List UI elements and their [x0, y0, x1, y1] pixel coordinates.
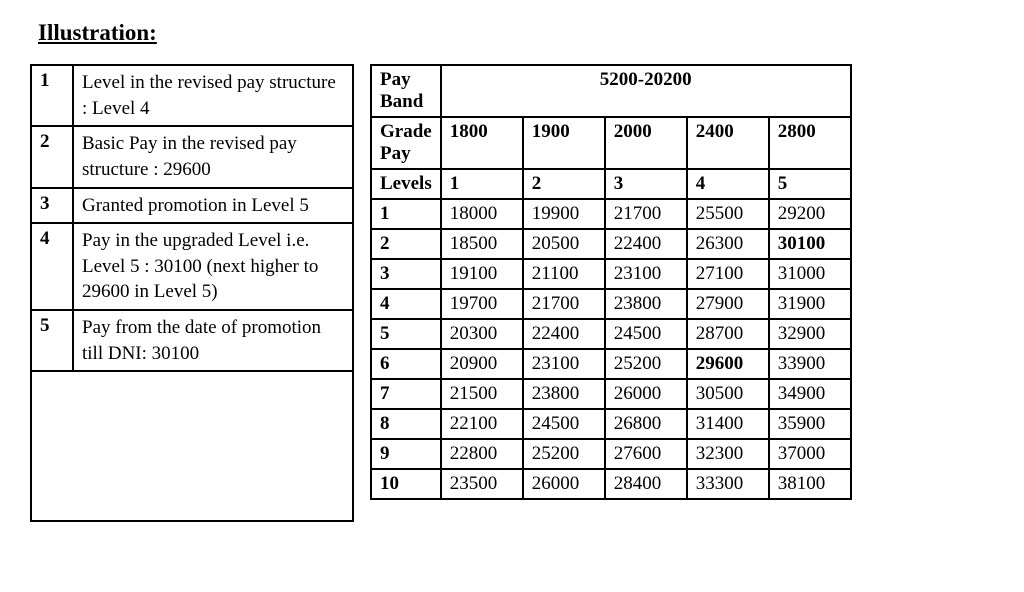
- level-column-header: 5: [769, 169, 851, 199]
- pay-cell: 21100: [523, 259, 605, 289]
- pay-cell: 25500: [687, 199, 769, 229]
- pay-cell: 31400: [687, 409, 769, 439]
- pay-band-value: 5200-20200: [441, 65, 851, 117]
- level-column-header: 1: [441, 169, 523, 199]
- step-number: 3: [31, 188, 73, 224]
- pay-cell: 26300: [687, 229, 769, 259]
- pay-cell: 21700: [605, 199, 687, 229]
- level-column-header: 4: [687, 169, 769, 199]
- pay-cell: 25200: [523, 439, 605, 469]
- pay-cell: 27900: [687, 289, 769, 319]
- pay-cell: 32900: [769, 319, 851, 349]
- row-index: 6: [371, 349, 441, 379]
- pay-cell: 31900: [769, 289, 851, 319]
- step-description: Pay in the upgraded Level i.e.Level 5 : …: [73, 223, 353, 310]
- pay-matrix-table: Pay Band 5200-20200 Grade Pay 1800190020…: [370, 64, 852, 500]
- row-index: 1: [371, 199, 441, 229]
- step-number: 4: [31, 223, 73, 310]
- grade-pay-value: 2000: [605, 117, 687, 169]
- pay-cell: 24500: [605, 319, 687, 349]
- step-description: Pay from the date of promotion till DNI:…: [73, 310, 353, 371]
- pay-cell: 29600: [687, 349, 769, 379]
- step-description: Granted promotion in Level 5: [73, 188, 353, 224]
- row-index: 7: [371, 379, 441, 409]
- pay-cell: 35900: [769, 409, 851, 439]
- pay-cell: 22100: [441, 409, 523, 439]
- pay-cell: 24500: [523, 409, 605, 439]
- pay-cell: 20900: [441, 349, 523, 379]
- pay-cell: 20300: [441, 319, 523, 349]
- pay-cell: 37000: [769, 439, 851, 469]
- pay-cell: 25200: [605, 349, 687, 379]
- pay-cell: 23100: [523, 349, 605, 379]
- pay-band-label: Pay Band: [371, 65, 441, 117]
- pay-cell: 27100: [687, 259, 769, 289]
- row-index: 4: [371, 289, 441, 319]
- pay-cell: 23800: [605, 289, 687, 319]
- empty-cell: [31, 371, 353, 521]
- illustration-steps-table: 1Level in the revised pay structure : Le…: [30, 64, 354, 522]
- pay-cell: 31000: [769, 259, 851, 289]
- step-number: 2: [31, 126, 73, 187]
- grade-pay-value: 1800: [441, 117, 523, 169]
- tables-container: 1Level in the revised pay structure : Le…: [30, 64, 994, 522]
- row-index: 5: [371, 319, 441, 349]
- grade-pay-value: 2800: [769, 117, 851, 169]
- level-column-header: 3: [605, 169, 687, 199]
- pay-cell: 29200: [769, 199, 851, 229]
- row-index: 9: [371, 439, 441, 469]
- pay-cell: 18000: [441, 199, 523, 229]
- pay-cell: 22400: [523, 319, 605, 349]
- pay-cell: 26000: [605, 379, 687, 409]
- grade-pay-label: Grade Pay: [371, 117, 441, 169]
- pay-cell: 32300: [687, 439, 769, 469]
- pay-cell: 22400: [605, 229, 687, 259]
- step-description: Basic Pay in the revised pay structure :…: [73, 126, 353, 187]
- pay-cell: 21500: [441, 379, 523, 409]
- grade-pay-value: 1900: [523, 117, 605, 169]
- pay-cell: 19100: [441, 259, 523, 289]
- pay-cell: 23800: [523, 379, 605, 409]
- row-index: 8: [371, 409, 441, 439]
- pay-cell: 33900: [769, 349, 851, 379]
- grade-pay-value: 2400: [687, 117, 769, 169]
- pay-cell: 27600: [605, 439, 687, 469]
- pay-cell: 19700: [441, 289, 523, 319]
- row-index: 3: [371, 259, 441, 289]
- pay-cell: 28700: [687, 319, 769, 349]
- pay-cell: 23500: [441, 469, 523, 499]
- pay-cell: 34900: [769, 379, 851, 409]
- pay-cell: 26800: [605, 409, 687, 439]
- row-index: 2: [371, 229, 441, 259]
- levels-label: Levels: [371, 169, 441, 199]
- pay-cell: 19900: [523, 199, 605, 229]
- pay-cell: 21700: [523, 289, 605, 319]
- step-number: 1: [31, 65, 73, 126]
- pay-cell: 33300: [687, 469, 769, 499]
- level-column-header: 2: [523, 169, 605, 199]
- section-heading: Illustration:: [38, 20, 994, 46]
- pay-cell: 20500: [523, 229, 605, 259]
- pay-cell: 26000: [523, 469, 605, 499]
- pay-cell: 30100: [769, 229, 851, 259]
- pay-cell: 23100: [605, 259, 687, 289]
- pay-cell: 18500: [441, 229, 523, 259]
- row-index: 10: [371, 469, 441, 499]
- pay-cell: 30500: [687, 379, 769, 409]
- step-number: 5: [31, 310, 73, 371]
- pay-cell: 22800: [441, 439, 523, 469]
- pay-cell: 38100: [769, 469, 851, 499]
- step-description: Level in the revised pay structure : Lev…: [73, 65, 353, 126]
- pay-cell: 28400: [605, 469, 687, 499]
